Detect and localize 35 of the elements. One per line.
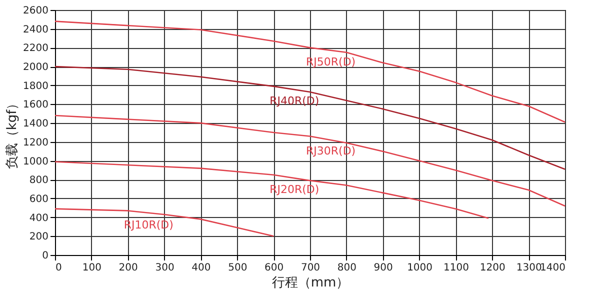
- x-axis-title: 行程（mm）: [272, 276, 350, 290]
- x-tick-label: 600: [264, 262, 284, 274]
- x-tick-label: 1000: [407, 262, 433, 274]
- x-tick-label: 800: [337, 262, 356, 274]
- x-tick-label: 700: [300, 262, 320, 274]
- y-tick-label: 1200: [23, 137, 48, 148]
- x-tick-label: 0: [56, 262, 62, 274]
- x-tick-label: 1300: [516, 262, 542, 274]
- line-series: [54, 20, 566, 123]
- y-tick-label: 600: [29, 194, 48, 205]
- y-tick-label: 200: [29, 232, 48, 243]
- line-series: [54, 208, 274, 237]
- x-tick-label: 300: [155, 262, 174, 274]
- x-tick-label: 1100: [443, 262, 469, 274]
- x-tick-label: 400: [192, 262, 211, 274]
- y-tick-label: 1600: [23, 100, 48, 111]
- x-tick-label: 100: [82, 262, 102, 274]
- y-tick-label: 1400: [23, 118, 48, 130]
- line-series: [54, 161, 490, 219]
- line-series: [54, 114, 566, 207]
- x-tick-label: 200: [118, 262, 138, 274]
- y-tick-label: 2200: [23, 43, 48, 54]
- x-tick-label: 900: [374, 262, 393, 274]
- y-tick-label: 1800: [23, 80, 48, 92]
- y-tick-label: 400: [29, 212, 48, 224]
- y-tick-label: 2400: [23, 24, 48, 36]
- x-tick-label: 500: [228, 262, 248, 274]
- y-tick-label: 1000: [23, 156, 48, 168]
- y-tick-label: 2000: [23, 62, 48, 74]
- y-tick-label: 800: [29, 175, 48, 186]
- x-tick-label: 1400: [540, 262, 566, 274]
- y-tick-label: 2600: [23, 6, 48, 16]
- x-tick-label: 1200: [480, 262, 506, 274]
- y-tick-label: 0: [42, 250, 48, 262]
- y-axis-title: 负载（kgf）: [5, 96, 20, 170]
